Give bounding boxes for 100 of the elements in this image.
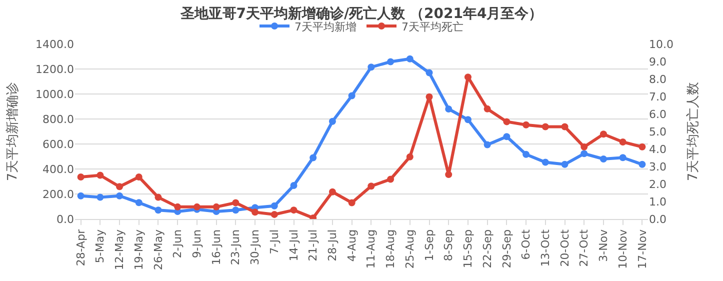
x-tick-label: 7-Jul [268, 229, 281, 254]
x-tick-label: 10-Nov [616, 228, 630, 269]
point [561, 123, 568, 130]
x-tick-label: 19-May [132, 228, 146, 270]
x-tick-label: 8-Sep [442, 229, 456, 262]
y-tick-label: 600.0 [42, 138, 74, 151]
x-tick-label: 29-Sep [500, 229, 514, 268]
y2-tick-label: 1.0 [649, 195, 666, 208]
x-tick-label: 21-Jul [306, 229, 320, 262]
x-tick-label: 27-Oct [578, 228, 591, 267]
y2-tick-label: 5.0 [649, 125, 666, 138]
y-tick-label: 0.0 [56, 212, 74, 226]
y2-tick-label: 0.0 [649, 212, 666, 226]
x-tick-label: 13-Oct [538, 228, 552, 267]
y2-tick-label: 8.0 [649, 72, 666, 86]
point [580, 150, 588, 158]
x-tick-label: 18-Aug [384, 229, 398, 269]
point [387, 176, 394, 183]
point [368, 182, 375, 190]
point [348, 199, 356, 206]
point [135, 199, 142, 206]
x-tick-label: 23-Jun [229, 229, 242, 266]
y2-tick-label: 4.0 [649, 142, 666, 156]
x-tick-label: 16-Jun [210, 229, 223, 266]
y2-tick-label: 2.0 [649, 178, 666, 191]
y2-tick-label: 10.0 [649, 38, 674, 51]
point [232, 199, 240, 206]
point [96, 194, 104, 201]
point [464, 116, 472, 124]
y2-tick-label: 7.0 [649, 90, 666, 104]
point [542, 123, 549, 130]
y2-tick-label: 6.0 [649, 108, 666, 121]
point [270, 202, 278, 210]
point [580, 143, 588, 150]
x-tick-label: 1-Sep [422, 229, 436, 262]
x-tick-label: 15-Sep [462, 229, 475, 268]
point [96, 172, 104, 179]
y2-tick-label: 3.0 [649, 160, 666, 174]
point [426, 93, 433, 100]
point [232, 206, 240, 214]
point [484, 141, 491, 148]
y2-axis-title: 7天平均死亡人数 [685, 82, 702, 182]
x-tick-label: 25-Aug [403, 229, 416, 269]
x-tick-label: 3-Nov [597, 228, 610, 262]
point [290, 182, 298, 189]
point [542, 158, 549, 166]
chart-title: 圣地亚哥7天平均新增确诊/死亡人数 （2021年4月至今） [179, 5, 543, 22]
y-axis-title: 7天平均新增确诊 [5, 82, 20, 182]
point [174, 203, 182, 210]
point [406, 55, 414, 62]
point [503, 133, 510, 140]
point [328, 188, 336, 196]
point [387, 58, 394, 66]
point [77, 174, 84, 180]
x-tick-label: 11-Aug [364, 229, 378, 269]
point [561, 160, 568, 168]
x-tick-label: 17-Nov [636, 228, 649, 269]
x-tick-label: 14-Jul [287, 229, 300, 262]
y-tick-label: 1400.0 [36, 38, 74, 51]
point [116, 192, 124, 200]
point [619, 154, 626, 162]
y-tick-label: 1000.0 [36, 88, 74, 101]
x-tick-label: 28-Apr [74, 228, 88, 266]
point [464, 74, 472, 81]
point [522, 150, 530, 158]
point [445, 106, 452, 112]
point [328, 118, 336, 125]
x-tick-label: 6-Oct [520, 228, 533, 260]
point [252, 208, 259, 216]
point [600, 130, 607, 138]
point [270, 210, 278, 218]
point [503, 118, 510, 126]
y2-tick-label: 9.0 [649, 55, 666, 68]
x-tick-label: 2-Jun [171, 229, 184, 258]
y-tick-label: 1200.0 [36, 62, 74, 76]
point [310, 154, 317, 162]
legend-label: 7天平均死亡 [402, 20, 464, 34]
point [116, 183, 124, 190]
point [426, 69, 433, 76]
y-tick-label: 400.0 [42, 162, 74, 176]
x-tick-label: 12-May [113, 228, 126, 270]
point [600, 156, 607, 162]
point [193, 203, 200, 210]
point [348, 92, 356, 100]
point [290, 206, 298, 214]
point [638, 143, 646, 150]
x-tick-label: 4-Aug [345, 229, 358, 262]
x-tick-label: 22-Sep [480, 229, 494, 268]
point [154, 206, 162, 214]
x-tick-label: 26-May [152, 228, 165, 270]
legend-label: 7天平均新增 [294, 20, 356, 34]
point [135, 174, 142, 180]
point [406, 153, 414, 160]
point [212, 203, 220, 210]
x-tick-label: 28-Jul [326, 229, 340, 262]
y-tick-label: 200.0 [42, 188, 74, 201]
point [368, 64, 375, 71]
x-tick-label: 5-May [94, 228, 107, 264]
point [522, 121, 530, 128]
point [484, 105, 491, 112]
